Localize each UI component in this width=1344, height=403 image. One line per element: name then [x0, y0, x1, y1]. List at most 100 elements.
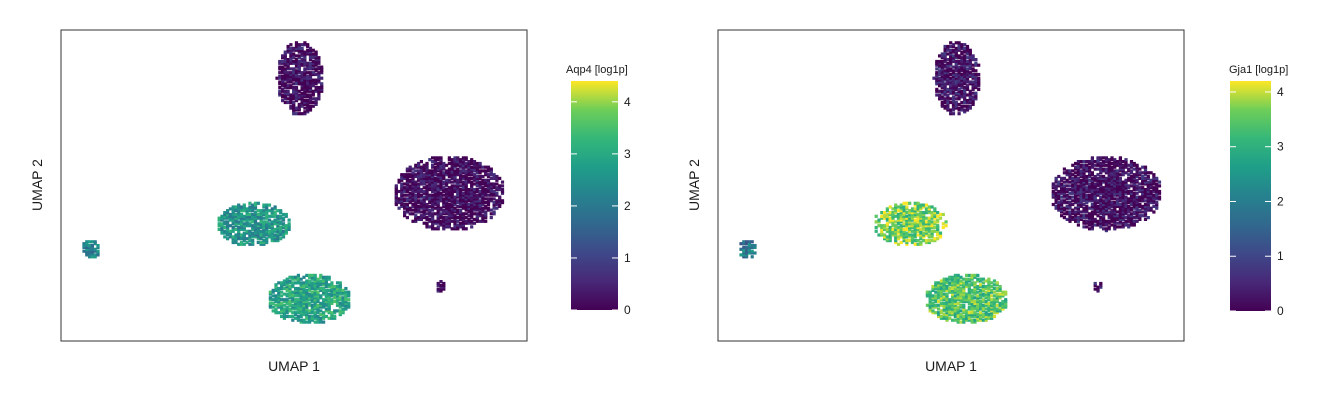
cell-point	[1113, 178, 1117, 182]
cell-point	[946, 104, 950, 108]
cell-point	[279, 233, 283, 237]
cell-point	[450, 167, 454, 171]
cell-point	[450, 180, 454, 184]
cell-point	[292, 100, 296, 105]
cell-point	[481, 193, 485, 197]
cell-point	[287, 218, 291, 222]
cell-point	[287, 227, 291, 231]
cell-point	[286, 97, 290, 101]
cell-point	[956, 292, 960, 296]
cell-point	[939, 290, 943, 294]
cell-point	[450, 219, 454, 223]
cell-point	[1099, 165, 1103, 169]
cell-point	[291, 307, 295, 311]
cell-point	[928, 290, 932, 294]
cell-point	[1060, 206, 1064, 210]
cell-point	[308, 48, 313, 52]
cell-point	[93, 242, 97, 246]
cell-point	[294, 301, 298, 305]
cell-point	[414, 201, 418, 205]
cell-point	[310, 285, 314, 289]
cell-point	[299, 299, 303, 304]
cell-point	[1099, 225, 1103, 229]
cell-point	[1138, 199, 1142, 203]
cell-point	[319, 281, 323, 285]
cell-point	[894, 225, 898, 230]
cell-point	[461, 199, 465, 203]
cell-point	[242, 231, 246, 235]
cell-point	[305, 288, 309, 292]
cell-point	[442, 186, 446, 190]
cell-point	[226, 216, 230, 220]
cell-point	[256, 224, 260, 228]
cell-point	[273, 205, 277, 209]
cell-point	[938, 84, 942, 88]
cell-point	[1065, 195, 1069, 199]
cell-point	[943, 65, 947, 69]
cell-point	[333, 294, 337, 298]
cell-point	[1118, 182, 1122, 186]
cell-point	[277, 299, 281, 304]
cell-point	[990, 303, 994, 307]
cell-point	[447, 180, 451, 184]
cell-point	[442, 176, 446, 180]
cell-point	[498, 202, 502, 207]
cell-point	[953, 313, 957, 317]
cell-point	[330, 314, 334, 319]
cell-point	[946, 74, 950, 78]
cell-point	[949, 84, 953, 88]
cell-point	[317, 59, 321, 64]
cell-point	[408, 206, 412, 210]
cell-point	[894, 203, 898, 207]
cell-point	[248, 242, 252, 246]
cell-point	[1104, 202, 1108, 207]
cell-point	[1076, 184, 1080, 188]
cell-point	[1071, 189, 1075, 194]
cell-point	[303, 86, 307, 90]
cell-point	[948, 299, 952, 304]
cell-point	[965, 296, 969, 300]
cell-point	[439, 287, 443, 291]
cell-point	[962, 316, 966, 320]
cell-point	[965, 87, 970, 91]
cell-point	[300, 58, 304, 62]
cell-point	[1102, 174, 1106, 179]
cell-point	[447, 171, 451, 175]
cell-point	[894, 233, 898, 237]
cell-point	[450, 165, 454, 169]
cell-point	[960, 80, 964, 84]
cell-point	[486, 182, 491, 186]
cell-point	[347, 298, 351, 302]
cell-point	[296, 301, 300, 305]
cell-point	[467, 210, 471, 214]
cell-point	[931, 301, 935, 305]
cell-point	[223, 222, 227, 226]
cell-point	[949, 58, 953, 62]
cell-point	[319, 273, 323, 277]
cell-point	[442, 188, 446, 192]
cell-point	[935, 89, 939, 93]
cell-point	[319, 313, 323, 317]
cell-point	[308, 108, 313, 112]
cell-point	[282, 283, 286, 287]
cell-point	[1096, 206, 1100, 210]
cell-point	[1127, 206, 1131, 210]
cell-point	[1096, 287, 1100, 291]
cell-point	[274, 296, 278, 300]
cell-point	[436, 178, 440, 182]
cell-point	[300, 59, 304, 64]
cell-point	[949, 50, 953, 54]
cell-point	[313, 305, 317, 309]
cell-point	[316, 298, 320, 302]
cell-point	[1116, 191, 1120, 195]
cell-point	[742, 247, 746, 251]
cell-point	[268, 290, 272, 294]
cell-point	[297, 93, 301, 97]
cell-point	[306, 80, 310, 84]
cell-point	[942, 301, 946, 305]
cell-point	[414, 186, 418, 190]
cell-point	[1071, 176, 1075, 180]
cell-point	[960, 59, 964, 64]
cell-point	[987, 298, 991, 302]
cell-point	[445, 189, 449, 194]
